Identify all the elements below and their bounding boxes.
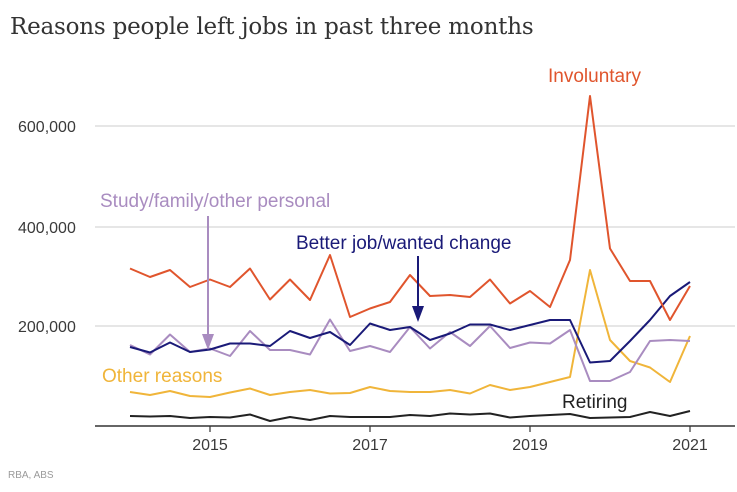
chart-title: Reasons people left jobs in past three m… <box>10 14 534 40</box>
label-better-job: Better job/wanted change <box>296 233 512 254</box>
series-lines <box>129 95 691 422</box>
x-tick-label-2019: 2019 <box>512 437 548 454</box>
source-credit: RBA, ABS <box>8 470 54 481</box>
x-axis-ticks: 2015 2017 2019 2021 <box>192 426 708 454</box>
arrowhead-study-family <box>202 334 214 350</box>
series-line-better-job <box>129 281 691 364</box>
label-study-family: Study/family/other personal <box>100 191 330 212</box>
label-retiring: Retiring <box>562 392 627 413</box>
series-line-retiring <box>129 410 691 422</box>
series-line-other-reasons <box>129 269 691 398</box>
y-tick-label-400000: 400,000 <box>18 220 76 237</box>
y-tick-label-600000: 600,000 <box>18 119 76 136</box>
x-tick-label-2017: 2017 <box>352 437 388 454</box>
arrowhead-better-job <box>412 306 424 322</box>
x-tick-label-2015: 2015 <box>192 437 228 454</box>
gridlines <box>95 125 735 327</box>
y-axis-labels: 200,000 400,000 600,000 <box>18 119 76 336</box>
label-other-reasons: Other reasons <box>102 366 222 387</box>
label-involuntary: Involuntary <box>548 66 641 87</box>
annotations: Involuntary Study/family/other personal … <box>100 66 641 413</box>
x-tick-label-2021: 2021 <box>672 437 708 454</box>
y-tick-label-200000: 200,000 <box>18 319 76 336</box>
series-line-involuntary <box>129 95 691 321</box>
